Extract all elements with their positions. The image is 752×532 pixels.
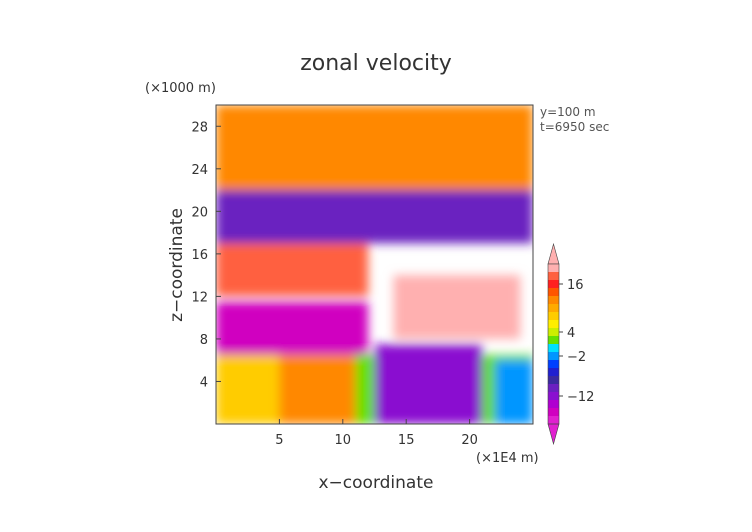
plot-frame <box>215 104 534 425</box>
velocity-region-2 <box>279 354 356 424</box>
colorbar-segment <box>548 288 559 297</box>
colorbar-segment <box>548 312 559 321</box>
x-unit-label: (×1E4 m) <box>476 451 539 466</box>
x-axis: 5 10 15 20 <box>275 419 478 448</box>
y-axis-label: z−coordinate <box>167 208 187 322</box>
chart-title: zonal velocity <box>300 51 452 76</box>
velocity-region-1 <box>216 354 280 424</box>
colorbar-segment <box>548 360 559 369</box>
colorbar-segment <box>548 376 559 385</box>
colorbar-segment <box>548 392 559 401</box>
colorbar-segment <box>548 328 559 337</box>
colorbar: 16 4 −2 −12 <box>547 242 594 446</box>
x-tick-label: 15 <box>398 433 415 448</box>
y-tick-label: 20 <box>191 205 208 220</box>
velocity-region-4 <box>494 360 533 424</box>
colorbar-frame <box>547 263 560 425</box>
velocity-field <box>216 105 533 424</box>
colorbar-segment <box>548 280 559 289</box>
colorbar-segment <box>548 320 559 329</box>
velocity-region-9 <box>216 105 533 191</box>
annotation-block: y=100 m t=6950 sec <box>540 105 609 134</box>
colorbar-bottom-arrow <box>547 423 560 446</box>
colorbar-tick-label: 4 <box>567 326 575 341</box>
y-tick-label: 12 <box>191 290 208 305</box>
colorbar-tick-label: 16 <box>567 278 584 293</box>
x-axis-label: x−coordinate <box>319 473 434 493</box>
colorbar-segment <box>548 368 559 377</box>
velocity-region-layer <box>216 105 533 424</box>
annotation-y: y=100 m <box>540 105 596 119</box>
colorbar-segment <box>548 384 559 393</box>
x-tick-label: 5 <box>275 433 283 448</box>
colorbar-segment <box>548 344 559 353</box>
x-tick-label: 20 <box>461 433 478 448</box>
velocity-region-3 <box>374 344 483 424</box>
velocity-region-7 <box>216 243 369 297</box>
x-tick-label: 10 <box>335 433 352 448</box>
colorbar-segment <box>548 296 559 305</box>
colorbar-segment <box>548 336 559 345</box>
colorbar-tick-label: −2 <box>567 350 586 365</box>
colorbar-segment <box>548 264 559 273</box>
colorbar-segment <box>548 400 559 409</box>
y-tick-label: 16 <box>191 248 208 263</box>
y-tick-label: 4 <box>200 375 208 390</box>
y-axis: 4 8 12 16 20 24 28 <box>191 120 221 390</box>
colorbar-segment <box>548 352 559 361</box>
colorbar-segment <box>548 408 559 417</box>
velocity-region-5 <box>216 301 369 355</box>
y-tick-label: 28 <box>191 120 208 135</box>
y-tick-label: 8 <box>200 333 208 348</box>
colorbar-segment <box>548 304 559 313</box>
colorbar-segment <box>548 272 559 281</box>
colorbar-segment <box>548 416 559 425</box>
colorbar-tick-label: −12 <box>567 390 594 405</box>
colorbar-top-arrow <box>547 242 560 265</box>
annotation-t: t=6950 sec <box>540 120 609 134</box>
y-unit-label: (×1000 m) <box>145 81 216 96</box>
velocity-region-6 <box>393 275 521 339</box>
y-tick-label: 24 <box>191 163 208 178</box>
